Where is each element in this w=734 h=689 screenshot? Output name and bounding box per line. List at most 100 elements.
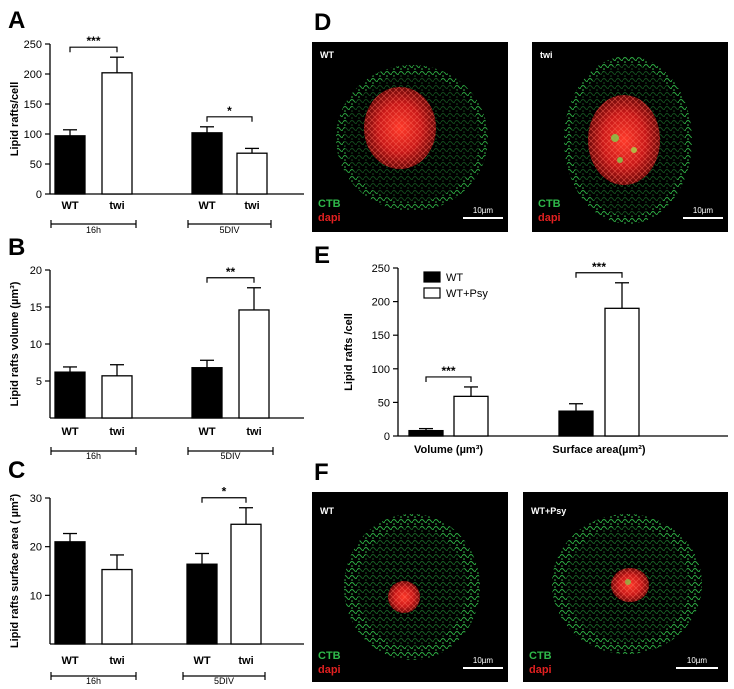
panel-letter-f: F: [314, 459, 329, 486]
y-axis-label: Lipid rafts surface area ( µm²): [9, 494, 21, 649]
significance-bracket: [206, 116, 253, 122]
micrograph-d-wt-stain-ctb: CTB: [318, 198, 341, 210]
bar: [101, 568, 133, 645]
bar: [54, 371, 86, 419]
micrograph-f-wt-stain-dapi: dapi: [318, 664, 341, 676]
category-label: WT: [193, 655, 210, 667]
micrograph-f-wtpsy-scale-label: 10µm: [687, 656, 708, 665]
category-label: WT: [198, 200, 215, 212]
bar: [101, 72, 133, 195]
micrograph-f-wt: WT CTB dapi 10µm: [312, 492, 508, 682]
panel-letter-c: C: [8, 457, 25, 484]
chart-c: 10 20 30 Lipid rafts surface area ( µm²) * WT…: [9, 485, 304, 686]
y-tick-label: 50: [30, 159, 42, 171]
micrograph-f-wtpsy: WT+Psy CTB dapi 10µm: [523, 492, 728, 682]
y-tick-label: 250: [24, 39, 42, 51]
legend-label: WT: [446, 272, 463, 284]
y-tick-label: 150: [372, 330, 390, 342]
micrograph-d-twi-title: twi: [540, 50, 553, 60]
y-axis-label: Lipid rafts/cell: [9, 82, 21, 157]
micrograph-d-twi-stain-dapi: dapi: [538, 212, 561, 224]
micrograph-d-twi: twi CTB dapi 10µm: [532, 42, 728, 232]
panel-letter-d: D: [314, 9, 331, 36]
legend-swatch: [423, 271, 441, 283]
y-tick-label: 15: [30, 302, 42, 314]
bar: [453, 395, 489, 437]
significance-bracket: [575, 272, 623, 278]
category-label: WT: [198, 426, 215, 438]
y-tick-label: 0: [384, 431, 390, 443]
y-tick-label: 200: [372, 297, 390, 309]
y-tick-label: 250: [372, 263, 390, 275]
y-axis-label: Lipid rafts volume (µm³): [9, 281, 21, 406]
micrograph-d-wt-scale-label: 10µm: [473, 206, 494, 215]
group-bracket: [50, 672, 137, 680]
significance-label: ***: [86, 34, 100, 48]
bar: [230, 523, 262, 645]
significance-label: *: [227, 104, 232, 118]
group-label: 16h: [86, 451, 101, 461]
legend-label: WT+Psy: [446, 288, 488, 300]
category-label: twi: [109, 426, 124, 438]
category-label: twi: [109, 655, 124, 667]
y-tick-label: 30: [30, 493, 42, 505]
panel-letter-b: B: [8, 234, 25, 261]
category-label: twi: [109, 200, 124, 212]
y-tick-label: 50: [378, 397, 390, 409]
y-tick-label: 5: [36, 376, 42, 388]
group-label: 5DIV: [219, 225, 239, 235]
category-label: WT: [61, 200, 78, 212]
y-tick-label: 20: [30, 265, 42, 277]
y-axis-label: Lipid rafts /cell: [343, 313, 355, 391]
y-tick-label: 100: [24, 129, 42, 141]
bar: [101, 375, 133, 419]
bar: [238, 309, 270, 419]
group-label: 5DIV: [220, 451, 240, 461]
significance-bracket: [201, 497, 247, 503]
bar: [54, 541, 86, 645]
group-bracket: [187, 220, 272, 228]
category-label: twi: [244, 200, 259, 212]
category-label: WT: [61, 426, 78, 438]
micrograph-d-twi-scale-label: 10µm: [693, 206, 714, 215]
group-label: 5DIV: [214, 676, 234, 686]
y-tick-label: 0: [36, 189, 42, 201]
group-bracket: [182, 672, 266, 680]
bar: [604, 307, 640, 437]
chart-b: 5 10 15 20 Lipid rafts volume (µm³) ** WT twi WT…: [9, 265, 304, 461]
bar: [191, 367, 223, 419]
bar: [186, 563, 218, 645]
y-tick-label: 20: [30, 542, 42, 554]
bar: [408, 429, 444, 437]
bar: [236, 152, 268, 195]
group-bracket: [187, 447, 274, 455]
significance-bracket: [206, 277, 255, 283]
bar: [191, 132, 223, 195]
group-label: Surface area(µm²): [552, 444, 645, 456]
group-bracket: [50, 220, 137, 228]
panel-letter-a: A: [8, 7, 25, 34]
significance-bracket: [425, 376, 472, 382]
micrograph-f-wtpsy-title: WT+Psy: [531, 506, 566, 516]
category-label: twi: [246, 426, 261, 438]
micrograph-d-wt-title: WT: [320, 50, 334, 60]
significance-label: **: [226, 265, 236, 279]
group-label: 16h: [86, 225, 101, 235]
micrograph-d-wt-stain-dapi: dapi: [318, 212, 341, 224]
significance-label: ***: [441, 364, 455, 378]
group-bracket: [50, 447, 137, 455]
significance-bracket: [69, 46, 118, 53]
y-tick-label: 10: [30, 590, 42, 602]
micrograph-f-wt-scale-label: 10µm: [473, 656, 494, 665]
micrograph-f-wtpsy-stain-dapi: dapi: [529, 664, 552, 676]
category-label: WT: [61, 655, 78, 667]
y-tick-label: 10: [30, 339, 42, 351]
legend-swatch: [423, 287, 441, 299]
micrograph-f-wtpsy-stain-ctb: CTB: [529, 650, 552, 662]
micrograph-d-wt: WT CTB dapi 10µm: [312, 42, 508, 232]
bar: [558, 410, 594, 437]
panel-letter-e: E: [314, 242, 330, 269]
micrograph-f-wt-stain-ctb: CTB: [318, 650, 341, 662]
